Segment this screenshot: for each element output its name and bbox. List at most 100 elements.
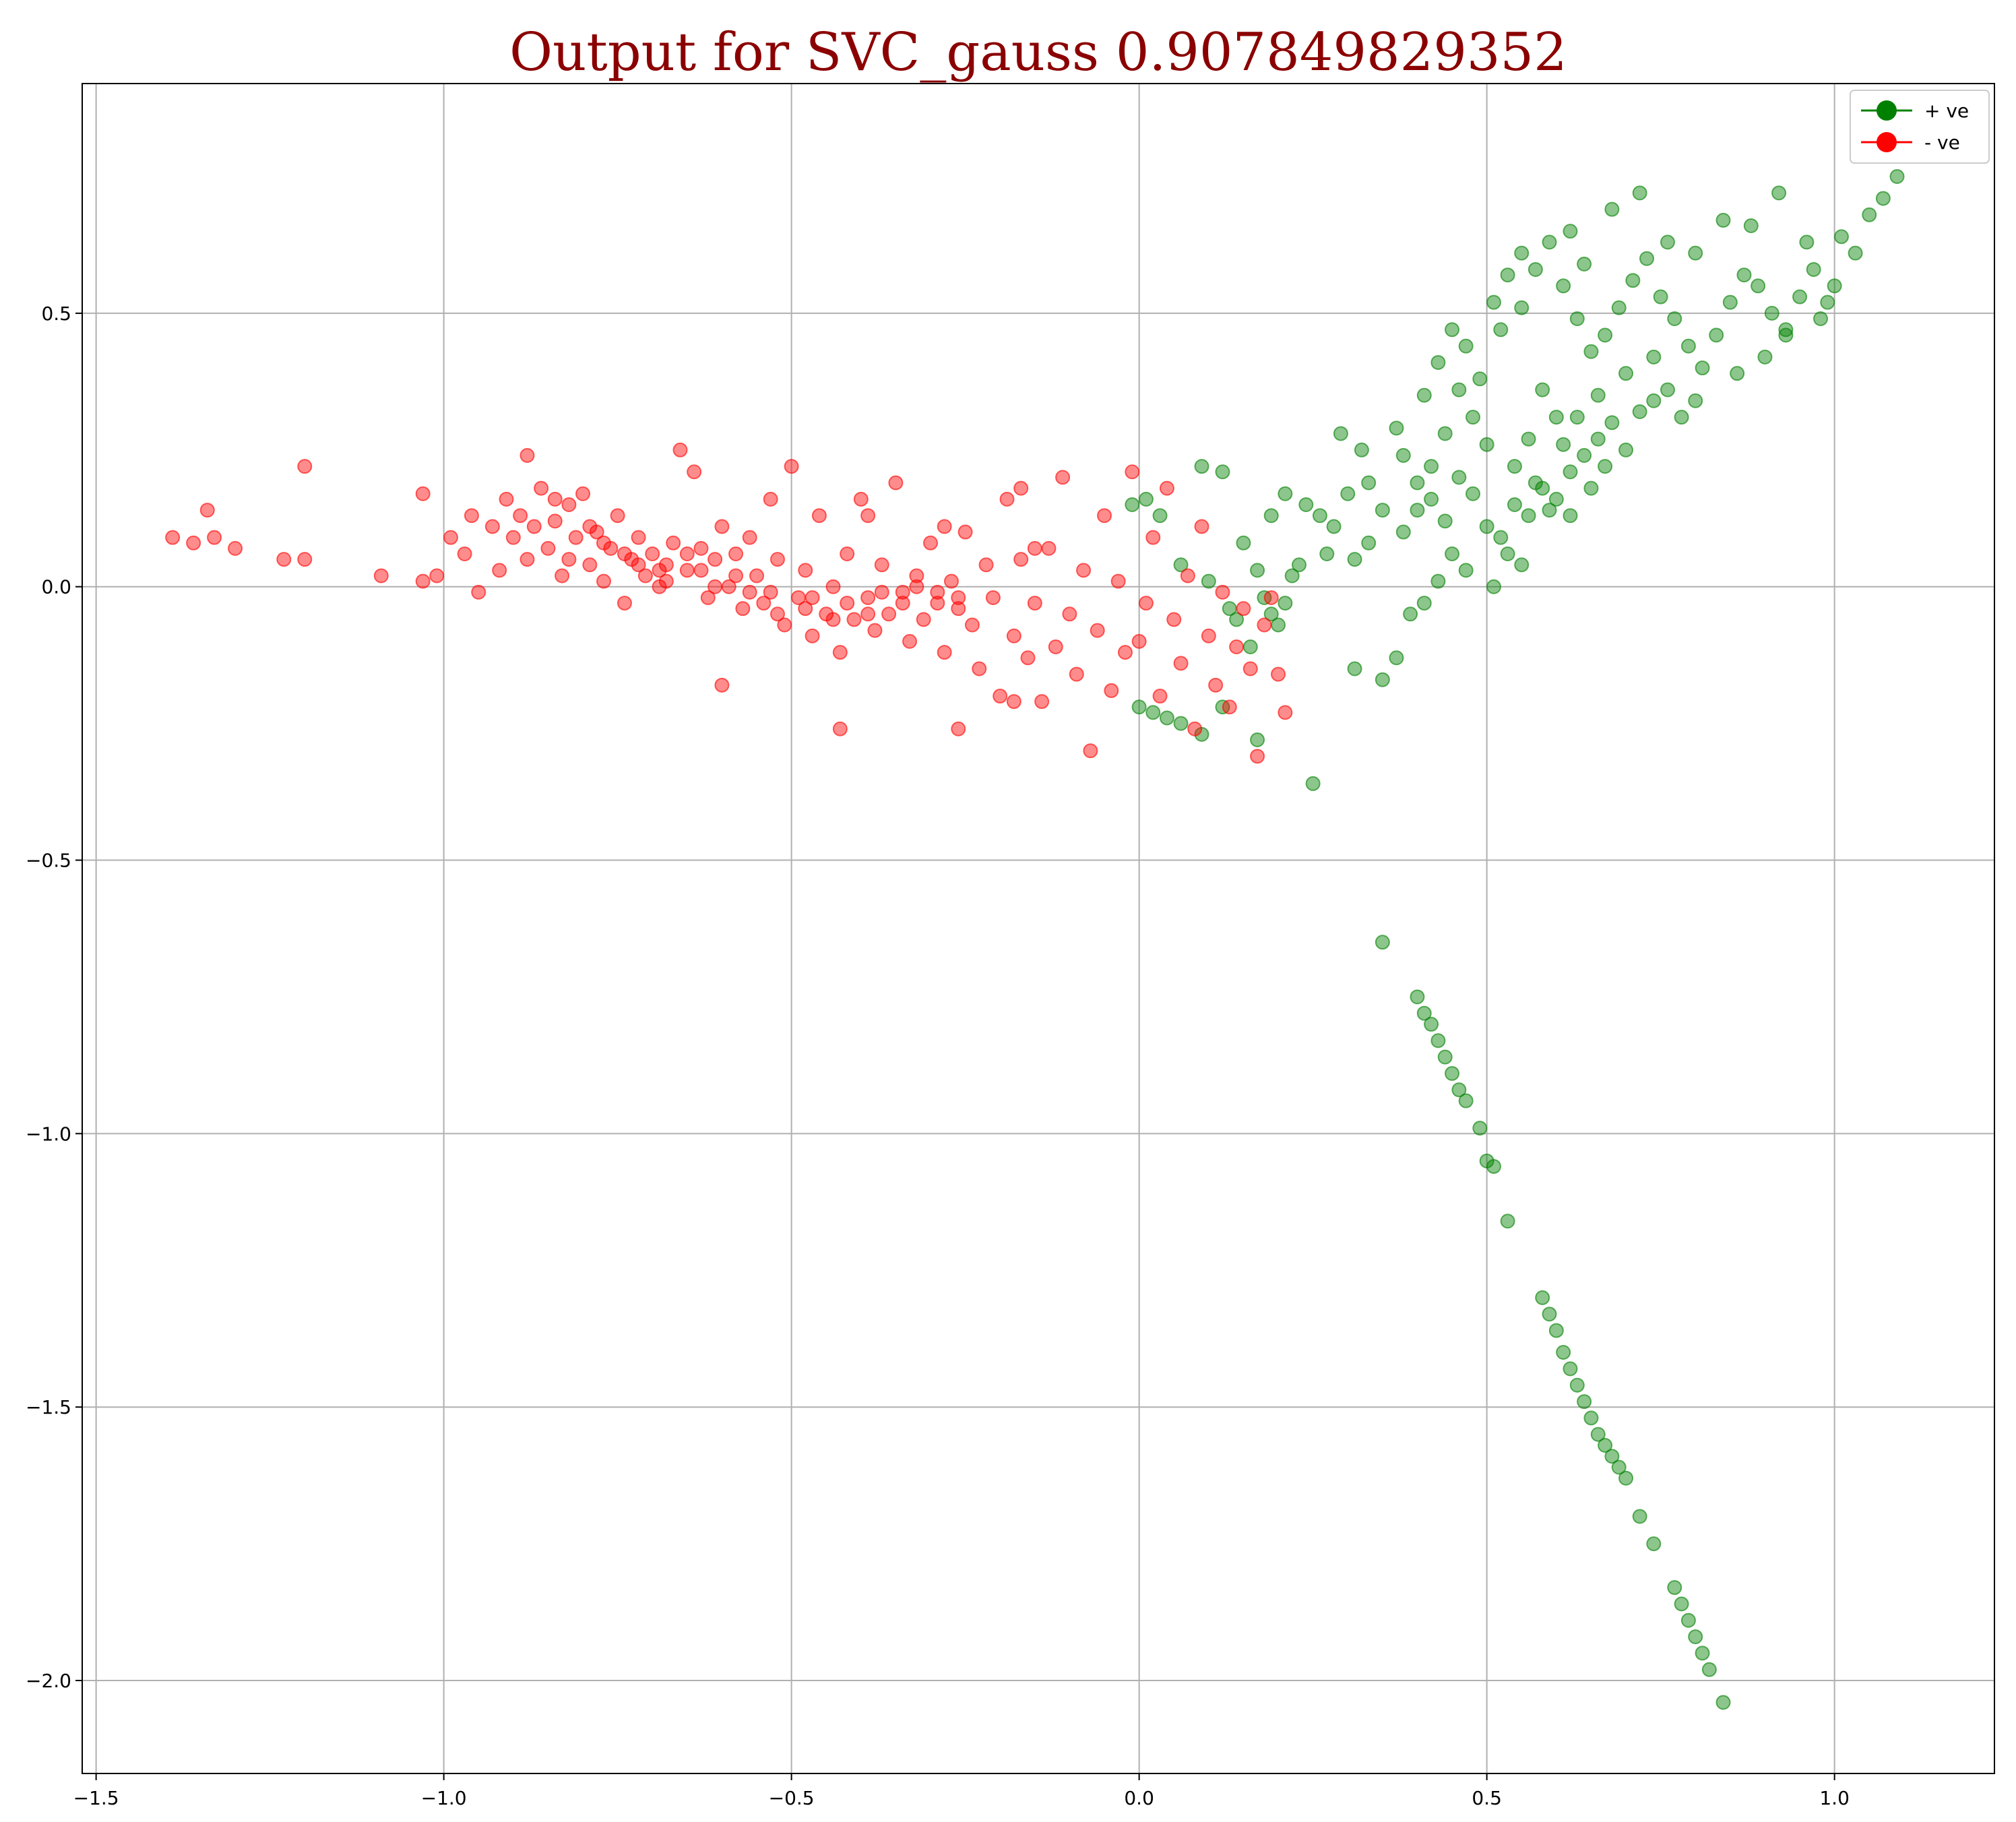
x-axis-ticks: −1.5 −1.0 −0.5 0.0 0.5 1.0	[73, 1773, 1850, 1809]
data-point	[1875, 191, 1891, 206]
data-point	[1173, 656, 1189, 671]
data-point	[1451, 470, 1467, 485]
data-point	[555, 568, 570, 584]
data-point	[811, 508, 827, 524]
data-point	[978, 557, 994, 573]
data-point	[228, 540, 243, 556]
data-point	[714, 677, 730, 693]
data-point	[297, 459, 313, 474]
data-point	[1242, 661, 1258, 677]
data-point	[1271, 666, 1286, 682]
data-point	[1548, 491, 1564, 507]
data-point	[1395, 524, 1411, 540]
y-tick-label: −1.5	[26, 1396, 71, 1418]
data-point	[1395, 447, 1411, 463]
data-point	[1284, 568, 1300, 584]
data-point	[415, 486, 431, 501]
data-point	[1778, 322, 1794, 338]
data-point	[1646, 393, 1662, 408]
data-point	[1542, 234, 1557, 250]
y-tick-label: −1.0	[26, 1123, 71, 1145]
data-point	[1451, 382, 1467, 398]
data-point	[1799, 234, 1815, 250]
data-point	[1667, 311, 1682, 327]
data-point	[1445, 1066, 1460, 1081]
data-point	[471, 584, 486, 600]
data-point	[1479, 437, 1494, 452]
data-point	[1757, 349, 1773, 365]
data-point	[1458, 338, 1474, 354]
data-point	[777, 617, 792, 633]
data-point	[840, 546, 855, 562]
data-point	[1069, 666, 1084, 682]
data-point	[373, 568, 389, 584]
data-point	[1326, 519, 1342, 534]
data-point	[1813, 311, 1828, 327]
data-point	[1250, 732, 1265, 747]
x-tick-label: −1.0	[421, 1787, 467, 1809]
data-point	[1569, 311, 1585, 327]
data-point	[1208, 677, 1224, 693]
data-point	[547, 491, 563, 507]
data-point	[1695, 1645, 1710, 1661]
data-point	[1618, 442, 1634, 458]
data-point	[1263, 508, 1279, 524]
data-point	[1006, 628, 1021, 643]
data-point	[1569, 1377, 1585, 1393]
data-point	[1674, 1596, 1689, 1612]
data-point	[1375, 503, 1390, 518]
data-point	[1424, 491, 1439, 507]
data-point	[1145, 705, 1161, 720]
data-point	[596, 535, 611, 551]
x-tick-label: 0.0	[1124, 1787, 1154, 1809]
data-point	[1660, 382, 1675, 398]
data-point	[1486, 294, 1501, 310]
data-point	[1514, 300, 1530, 315]
data-point	[798, 563, 813, 578]
data-point	[902, 633, 918, 649]
data-point	[1076, 563, 1092, 578]
data-point	[534, 480, 549, 496]
data-point	[1333, 426, 1348, 441]
data-point	[617, 546, 632, 562]
data-point	[1416, 596, 1432, 611]
data-point	[1097, 508, 1112, 524]
data-point	[944, 573, 959, 589]
positive-series	[1125, 168, 1905, 1710]
data-point	[1090, 623, 1105, 638]
data-point	[1639, 251, 1654, 266]
data-point	[1173, 557, 1189, 573]
data-point	[526, 519, 542, 534]
data-point	[1521, 431, 1536, 447]
data-point	[547, 513, 563, 529]
data-point	[457, 546, 472, 562]
data-point	[957, 524, 973, 540]
data-point	[276, 552, 292, 567]
data-point	[1521, 508, 1536, 524]
data-point	[972, 661, 987, 677]
data-point	[1563, 464, 1578, 480]
data-point	[1535, 382, 1550, 398]
data-point	[1632, 404, 1647, 419]
data-point	[1695, 360, 1710, 376]
data-point	[742, 584, 757, 600]
data-point	[1688, 1629, 1703, 1645]
chart-title: Output for SVC_gauss 0.907849829352	[509, 22, 1567, 83]
data-point	[1118, 645, 1133, 660]
data-point	[749, 568, 765, 584]
data-point	[631, 557, 646, 573]
data-point	[1466, 410, 1480, 425]
data-point	[1257, 617, 1272, 633]
data-point	[1577, 1394, 1592, 1410]
data-point	[1569, 410, 1585, 425]
data-point	[1410, 503, 1425, 518]
data-point	[1437, 1049, 1453, 1065]
data-point	[874, 584, 889, 600]
data-point	[895, 596, 910, 611]
data-point	[1375, 935, 1390, 950]
data-point	[1041, 540, 1057, 556]
data-point	[1048, 639, 1063, 654]
data-point	[951, 601, 966, 617]
data-point	[1751, 278, 1766, 294]
legend-label-negative: - ve	[1924, 131, 1960, 154]
